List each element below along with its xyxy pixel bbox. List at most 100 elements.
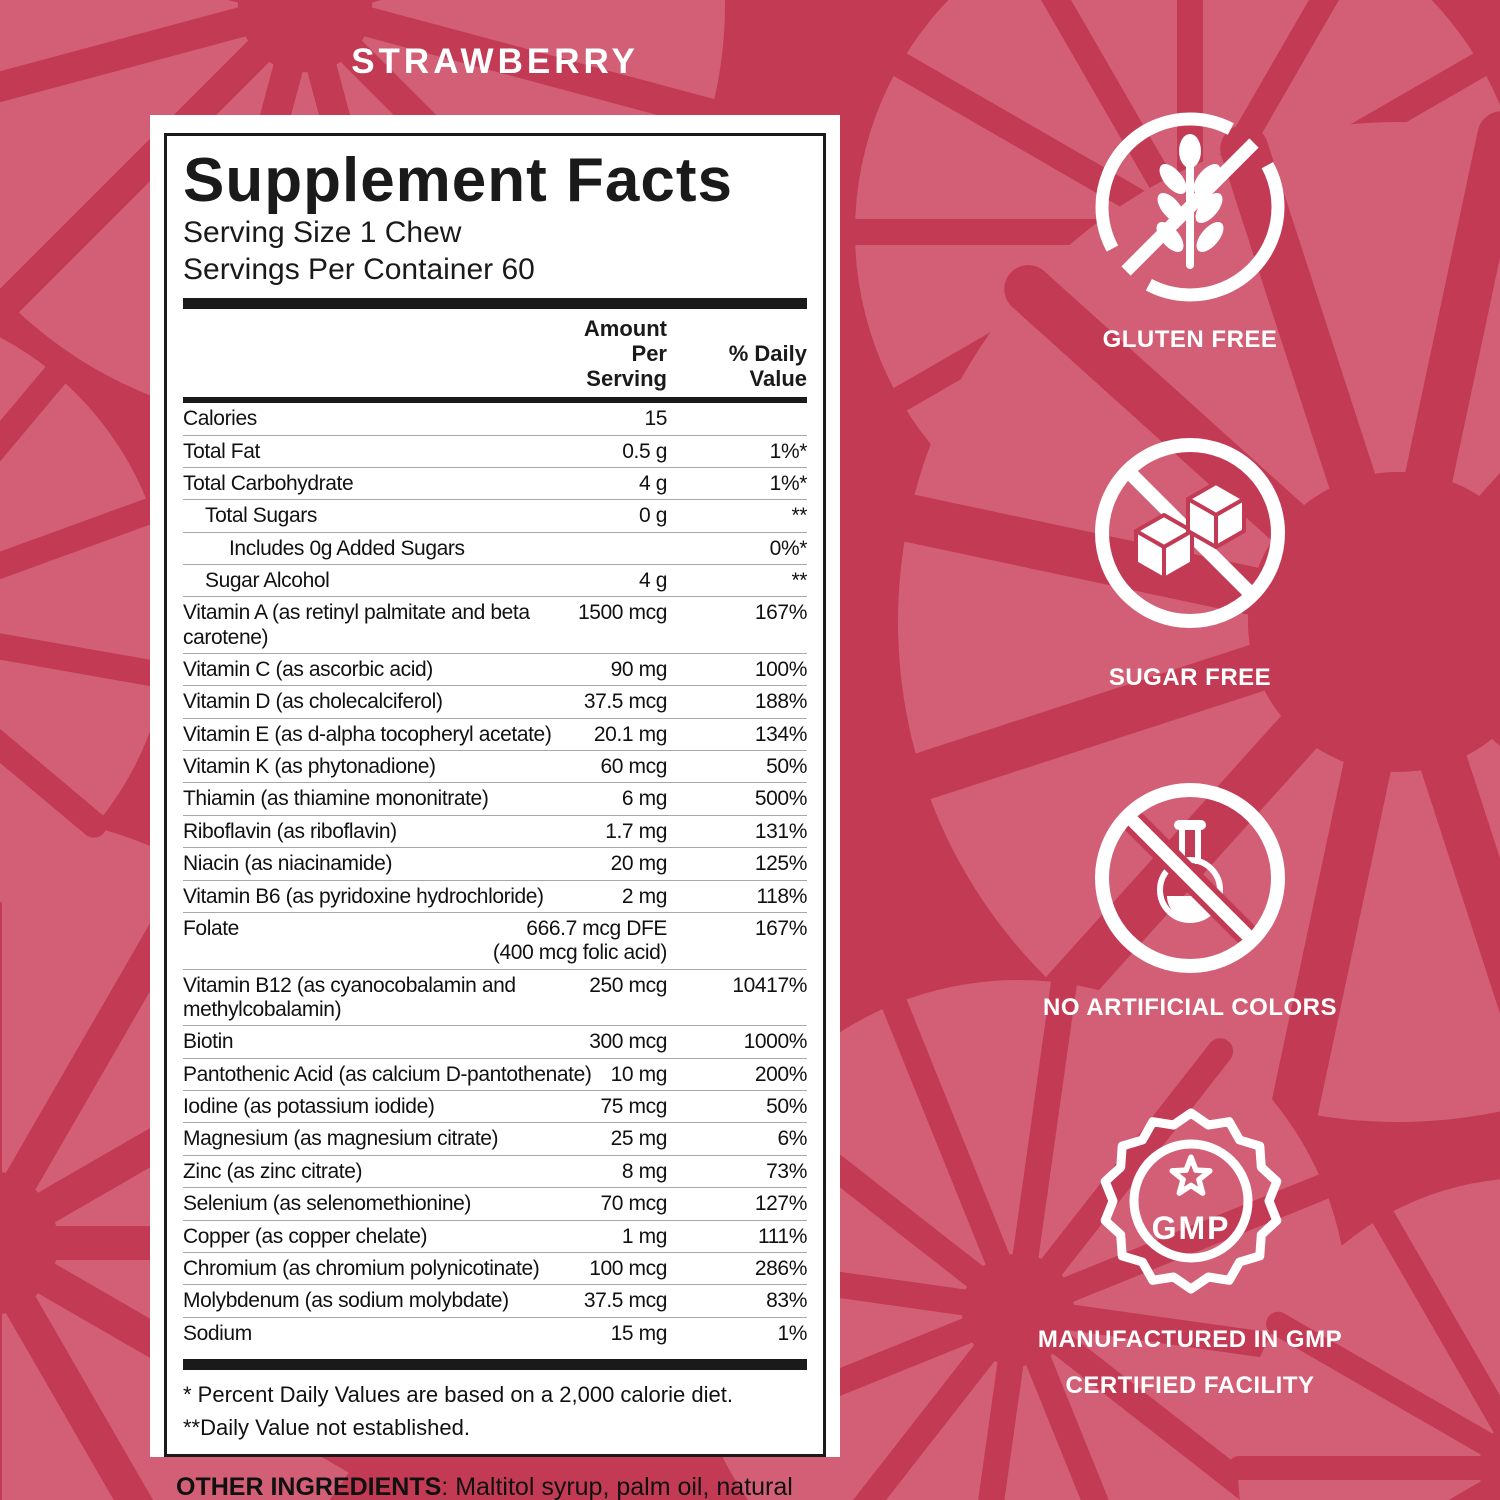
gmp-seal-text: GMP xyxy=(1152,1210,1231,1246)
nutrient-daily-value: 50% xyxy=(766,755,807,779)
nutrient-name: Vitamin B6 (as pyridoxine hydrochloride) xyxy=(183,884,544,908)
nutrient-amount-line: 0 g xyxy=(639,504,667,528)
nutrient-amount: 2 mg xyxy=(622,885,667,909)
table-row: Chromium (as chromium polynicotinate) 10… xyxy=(183,1253,807,1286)
star-icon xyxy=(1169,1154,1213,1196)
supplement-panel: Supplement Facts Serving Size 1 Chew Ser… xyxy=(150,115,840,1500)
wheat-glyph xyxy=(1156,134,1224,269)
nutrient-amount-line: 25 mg xyxy=(610,1127,668,1151)
nutrient-name: Includes 0g Added Sugars xyxy=(229,536,465,560)
nutrient-daily-value: 6% xyxy=(777,1127,807,1151)
column-header-amount: Amount Per Serving xyxy=(537,316,667,391)
nutrient-amount-line: 666.7 mcg DFE xyxy=(526,916,667,940)
nutrient-amount-line: 0.5 g xyxy=(622,439,667,463)
nutrient-amount-line: 60 mcg xyxy=(600,755,668,779)
nutrient-amount: 8 mg xyxy=(622,1160,667,1184)
nutrient-daily-value: 10417% xyxy=(732,973,807,997)
table-row: Total Fat 0.5 g 1%* xyxy=(183,436,807,468)
nutrient-amount-line: 1500 mcg xyxy=(577,601,667,625)
nutrient-amount: 1.7 mg xyxy=(605,820,667,844)
other-ingredients: OTHER INGREDIENTS: Maltitol syrup, palm … xyxy=(176,1471,814,1500)
nutrient-daily-value: 167% xyxy=(754,601,808,625)
nutrient-amount: 37.5 mcg xyxy=(583,690,668,714)
nutrient-daily-value: 1000% xyxy=(743,1030,808,1054)
table-row: Molybdenum (as sodium molybdate) 37.5 mc… xyxy=(183,1285,807,1318)
nutrient-amount: 37.5 mcg xyxy=(583,1289,668,1313)
nutrient-name: Total Fat xyxy=(183,439,260,463)
nutrient-daily-value: 131% xyxy=(754,819,808,843)
serving-size: Serving Size 1 Chew xyxy=(183,216,462,250)
nutrient-amount-line: 75 mcg xyxy=(600,1095,668,1119)
table-row: Sugar Alcohol 4 g ** xyxy=(183,565,807,598)
sugar-cubes-crossed-icon xyxy=(1095,438,1285,628)
nutrient-daily-value: 111% xyxy=(758,1224,807,1248)
flavor-title: STRAWBERRY xyxy=(351,42,639,81)
nutrient-daily-value: 500% xyxy=(754,787,808,811)
table-header: Amount Per Serving % Daily Value xyxy=(183,309,807,397)
footnotes: * Percent Daily Values are based on a 2,… xyxy=(183,1370,807,1444)
nutrient-name: Niacin (as niacinamide) xyxy=(183,852,393,876)
nutrient-amount-line: 300 mcg xyxy=(589,1030,667,1054)
nutrient-daily-value: 200% xyxy=(754,1062,808,1086)
table-row: Thiamin (as thiamine mononitrate) 6 mg 5… xyxy=(183,783,808,816)
table-row: Vitamin B12 (as cyanocobalamin and methy… xyxy=(183,970,807,1027)
sugar-free-label: SUGAR FREE xyxy=(1108,664,1272,691)
nutrient-amount: 70 mcg xyxy=(601,1192,668,1216)
nutrient-amount-line: 4 g xyxy=(639,471,667,495)
flask-crossed-icon xyxy=(1095,783,1285,973)
nutrient-amount: 15 mg xyxy=(610,1321,668,1346)
nutrient-name: Vitamin D (as cholecalciferol) xyxy=(183,690,443,714)
table-row: Vitamin E (as d-alpha tocopheryl acetate… xyxy=(183,719,807,752)
nutrient-daily-value: 100% xyxy=(754,658,808,682)
nutrient-name: Sugar Alcohol xyxy=(205,568,330,592)
nutrient-name: Vitamin K (as phytonadione) xyxy=(183,755,436,779)
table-row: Niacin (as niacinamide) 20 mg 125% xyxy=(183,848,807,881)
nutrient-amount-line: 37.5 mcg xyxy=(583,1289,668,1313)
nutrient-amount-line: 1 mg xyxy=(621,1224,667,1248)
nutrient-amount-line: 1.7 mg xyxy=(605,819,667,843)
nutrient-amount-line: 2 mg xyxy=(621,884,667,908)
column-header-daily-value: % Daily Value xyxy=(667,340,807,391)
nutrient-name: Riboflavin (as riboflavin) xyxy=(183,819,397,843)
divider-thick-bottom xyxy=(183,1358,807,1370)
nutrient-amount-line: 250 mcg xyxy=(589,973,667,997)
nutrient-amount-line: 37.5 mcg xyxy=(583,690,668,714)
nutrient-amount: 20 mg xyxy=(610,852,668,876)
nutrient-amount: 90 mg xyxy=(611,658,668,682)
nutrient-amount: 300 mcg xyxy=(589,1030,667,1054)
nutrient-amount: 250 mcg xyxy=(589,974,667,998)
nutrient-amount-line: 8 mg xyxy=(621,1159,667,1183)
supplement-facts-title: Supplement Facts xyxy=(183,146,733,215)
table-row: Vitamin C (as ascorbic acid) 90 mg 100% xyxy=(183,654,808,687)
nutrient-name: Copper (as copper chelate) xyxy=(183,1224,428,1248)
nutrient-amount: 6 mg xyxy=(622,787,667,811)
table-row: Magnesium (as magnesium citrate) 25 mg 6… xyxy=(183,1123,807,1156)
nutrient-daily-value: 83% xyxy=(766,1289,807,1313)
table-row: Sodium 15 mg 1% xyxy=(183,1318,807,1349)
nutrient-amount-line: 10 mg xyxy=(610,1062,668,1086)
nutrient-daily-value: 167% xyxy=(754,916,808,940)
nutrient-daily-value: 1%* xyxy=(769,471,808,495)
nutrient-amount-line: 4 g xyxy=(639,568,667,592)
nutrient-daily-value: ** xyxy=(791,504,807,528)
nutrient-name: Vitamin B12 (as cyanocobalamin and methy… xyxy=(183,973,516,1021)
other-ingredients-text: : Maltitol syrup, palm oil, natural flav… xyxy=(441,1472,793,1500)
nutrient-table: Calories 15 Total Fat 0.5 g 1%* Total Ca… xyxy=(183,403,807,1349)
nutrient-amount: 75 mcg xyxy=(600,1095,668,1119)
nutrient-amount-line: 20.1 mg xyxy=(593,722,667,746)
nutrient-amount-line: 20 mg xyxy=(610,852,668,876)
column-header-daily-value-label: % Daily Value xyxy=(728,340,807,391)
table-row: Pantothenic Acid (as calcium D-pantothen… xyxy=(183,1059,808,1092)
nutrient-amount: 100 mcg xyxy=(589,1257,667,1281)
nutrient-name: Selenium (as selenomethionine) xyxy=(183,1192,471,1216)
nutrient-name: Magnesium (as magnesium citrate) xyxy=(183,1127,499,1151)
nutrient-daily-value: 118% xyxy=(756,884,807,908)
gmp-label-line2: CERTIFIED FACILITY xyxy=(1065,1372,1315,1399)
nutrient-daily-value: 50% xyxy=(766,1095,807,1119)
nutrient-amount-line: 15 mg xyxy=(610,1321,668,1345)
table-row: Vitamin K (as phytonadione) 60 mcg 50% xyxy=(183,751,807,784)
table-row: Folate 666.7 mcg DFE (400 mcg folic acid)… xyxy=(183,913,807,970)
nutrient-name: Molybdenum (as sodium molybdate) xyxy=(183,1289,509,1313)
table-row: Vitamin B6 (as pyridoxine hydrochloride)… xyxy=(183,881,807,913)
